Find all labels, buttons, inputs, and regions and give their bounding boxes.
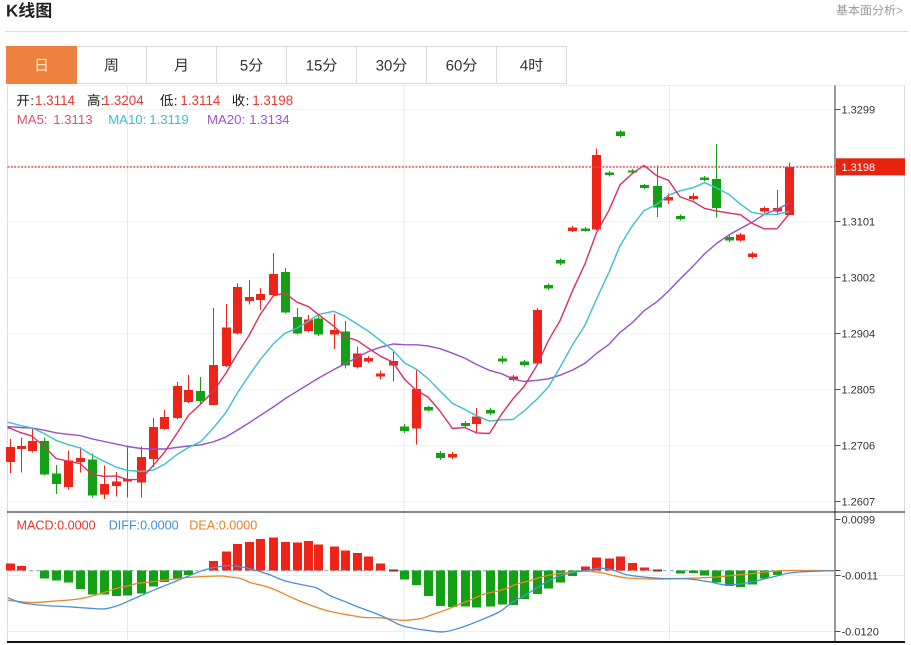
svg-text:1.3198: 1.3198	[842, 162, 876, 174]
svg-text:1.3114: 1.3114	[180, 93, 221, 108]
svg-text:1.3204: 1.3204	[103, 93, 145, 108]
svg-text:0.0099: 0.0099	[842, 514, 876, 526]
svg-text:1.2805: 1.2805	[842, 384, 876, 396]
svg-text:1.3002: 1.3002	[842, 273, 876, 285]
svg-text:1.3299: 1.3299	[842, 105, 876, 117]
svg-text:1.3113: 1.3113	[53, 112, 92, 127]
svg-text:MA20:: MA20:	[207, 112, 245, 127]
svg-text:1.2706: 1.2706	[842, 440, 876, 452]
svg-text:1.2607: 1.2607	[842, 496, 876, 508]
svg-text:DIFF:0.0000: DIFF:0.0000	[109, 519, 179, 533]
svg-text:1.3119: 1.3119	[149, 112, 188, 127]
svg-text:1.3101: 1.3101	[842, 217, 876, 229]
svg-text:-0.0120: -0.0120	[842, 627, 879, 639]
svg-text:-0.0011: -0.0011	[842, 571, 879, 583]
svg-text:MA5:: MA5:	[17, 112, 48, 127]
svg-text:1.3134: 1.3134	[249, 112, 289, 127]
svg-text:1.3198: 1.3198	[252, 93, 293, 108]
svg-text:1.2904: 1.2904	[842, 329, 876, 341]
svg-text:MACD:0.0000: MACD:0.0000	[17, 519, 96, 533]
svg-text:DEA:0.0000: DEA:0.0000	[189, 519, 257, 533]
svg-text:1.3114: 1.3114	[35, 93, 76, 108]
svg-text:MA10:: MA10:	[108, 112, 146, 127]
